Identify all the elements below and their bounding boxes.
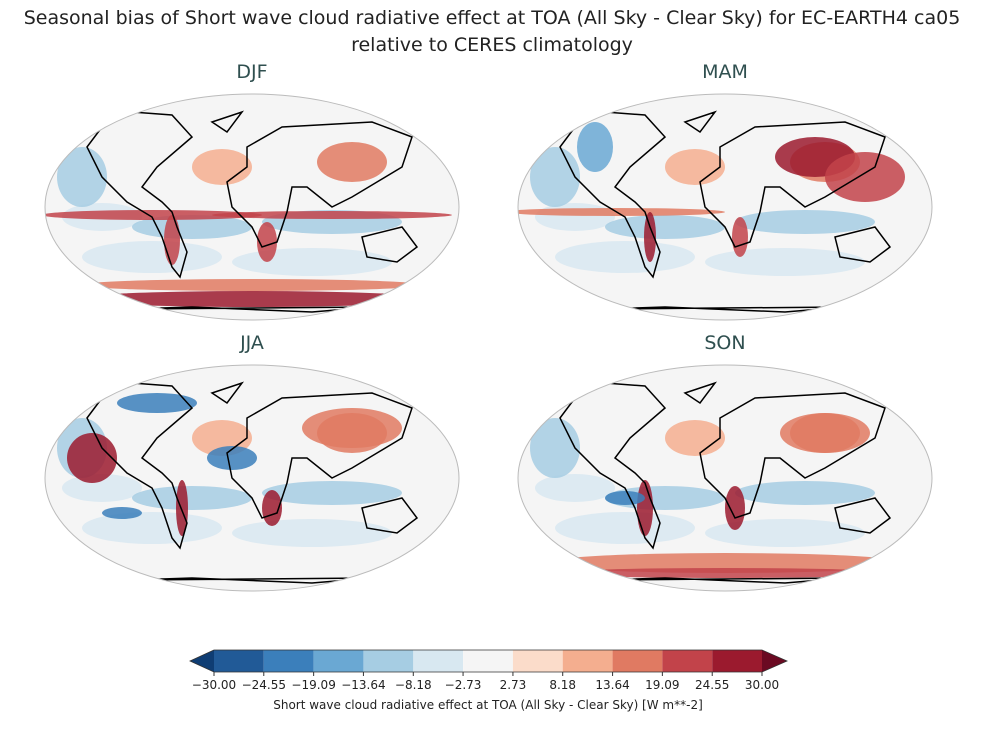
bias-region	[45, 210, 262, 220]
coastline	[86, 381, 419, 584]
colorbar-tick-label: −2.73	[445, 678, 482, 692]
colorbar-tick-label: 19.09	[645, 678, 679, 692]
bias-region	[545, 553, 905, 573]
colorbar-tick-label: 2.73	[500, 678, 527, 692]
map-field	[518, 110, 905, 313]
colorbar-bin	[662, 650, 713, 672]
bias-region	[825, 152, 905, 202]
bias-region	[555, 512, 695, 544]
map-border	[44, 93, 460, 321]
bias-region	[780, 413, 870, 453]
bias-region	[164, 215, 180, 265]
colorbar-bin	[313, 650, 364, 672]
coastline	[86, 110, 419, 313]
bias-region	[555, 241, 695, 273]
map-panel: SON	[517, 332, 933, 592]
bias-region	[82, 512, 222, 544]
colorbar-label: Short wave cloud radiative effect at TOA…	[273, 698, 703, 712]
bias-region	[735, 210, 875, 234]
bias-region	[262, 481, 402, 505]
colorbar-bin	[712, 650, 762, 672]
colorbar-bin	[263, 650, 314, 672]
bias-region	[317, 142, 387, 182]
bias-region	[665, 420, 725, 456]
bias-region	[232, 519, 392, 547]
colorbar-tick-label: −24.55	[242, 678, 286, 692]
bias-region	[117, 393, 197, 413]
map-field	[45, 110, 452, 313]
figure-title: Seasonal bias of Short wave cloud radiat…	[24, 7, 961, 29]
colorbar-extend-high	[762, 650, 787, 672]
bias-region	[232, 248, 392, 276]
colorbar-tick-label: 24.55	[695, 678, 729, 692]
colorbar-tick-label: −13.64	[341, 678, 385, 692]
bias-region	[535, 203, 615, 231]
bias-region	[577, 122, 613, 172]
coastline	[559, 381, 892, 584]
map-field	[57, 381, 419, 584]
colorbar-bin	[463, 650, 513, 672]
bias-region	[192, 149, 252, 185]
map-panel: JJA	[44, 332, 460, 592]
colorbar-bin	[214, 650, 264, 672]
bias-region	[555, 568, 895, 578]
bias-region	[82, 279, 422, 291]
colorbar-bin	[512, 650, 563, 672]
bias-region	[705, 519, 865, 547]
panel-title: SON	[704, 332, 745, 354]
bias-region	[82, 241, 222, 273]
bias-region	[62, 474, 142, 502]
colorbar-tick-label: −19.09	[291, 678, 335, 692]
colorbar-bin	[363, 650, 414, 672]
figure-subtitle: relative to CERES climatology	[351, 34, 633, 56]
colorbar-bin	[413, 650, 464, 672]
bias-region	[644, 212, 656, 262]
bias-region	[67, 433, 117, 483]
bias-region	[605, 491, 645, 505]
bias-region	[132, 215, 252, 239]
bias-region	[57, 147, 107, 207]
bias-region	[102, 507, 142, 519]
map-border	[517, 364, 933, 592]
map-panel: MAM	[517, 61, 933, 321]
colorbar-tick-label: 13.64	[595, 678, 629, 692]
panel-title: DJF	[236, 61, 267, 83]
bias-region	[605, 215, 725, 239]
bias-region	[665, 149, 725, 185]
panel-title: MAM	[702, 61, 748, 83]
bias-region	[212, 211, 452, 219]
colorbar-bin	[612, 650, 663, 672]
bias-region	[518, 208, 725, 216]
colorbar-bin	[562, 650, 613, 672]
coastline	[559, 110, 892, 313]
map-field	[530, 381, 905, 584]
bias-region	[732, 217, 748, 257]
map-panel: DJF	[44, 61, 460, 321]
bias-region	[72, 291, 432, 307]
colorbar-tick-label: −8.18	[395, 678, 432, 692]
bias-region	[132, 486, 252, 510]
colorbar-extend-low	[190, 650, 214, 672]
bias-region	[530, 147, 580, 207]
map-border	[44, 364, 460, 592]
bias-region	[530, 418, 580, 478]
bias-region	[725, 486, 745, 530]
bias-region	[735, 481, 875, 505]
bias-region	[637, 480, 653, 536]
colorbar-tick-label: 8.18	[549, 678, 576, 692]
bias-region	[705, 248, 865, 276]
bias-region	[176, 480, 188, 536]
bias-region	[535, 474, 615, 502]
bias-region	[257, 222, 277, 262]
bias-region	[207, 446, 257, 470]
bias-region	[302, 408, 402, 448]
panel-title: JJA	[239, 332, 264, 354]
map-border	[517, 93, 933, 321]
colorbar-tick-label: −30.00	[192, 678, 236, 692]
colorbar-tick-label: 30.00	[745, 678, 779, 692]
